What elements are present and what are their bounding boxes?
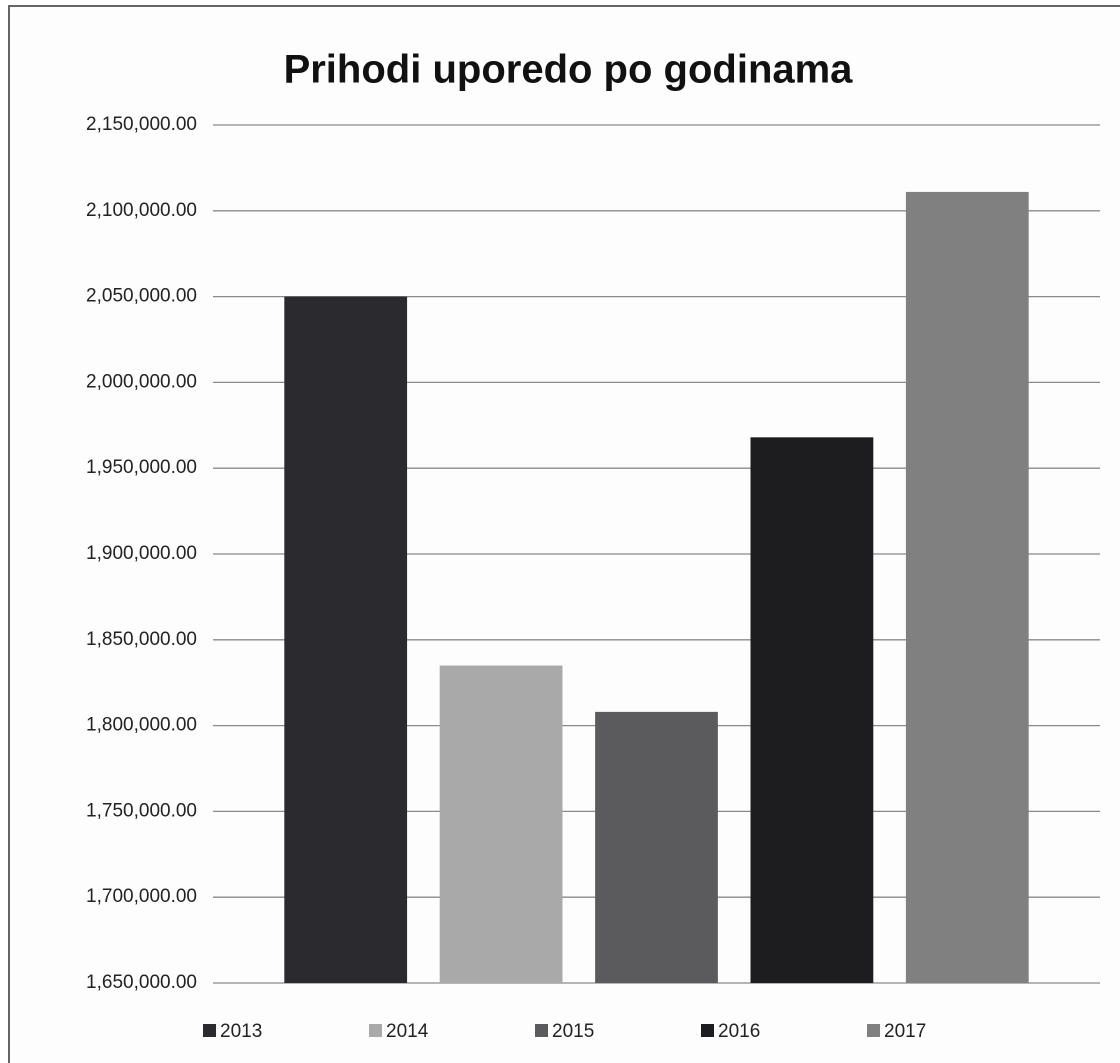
legend-label: 2015 <box>552 1021 594 1042</box>
y-tick-label: 1,850,000.00 <box>86 629 197 650</box>
bar <box>750 437 874 983</box>
legend-swatch <box>369 1024 382 1037</box>
y-tick-label: 1,950,000.00 <box>86 457 197 478</box>
bar <box>595 711 718 983</box>
legend-swatch <box>701 1024 714 1037</box>
y-tick-label: 1,750,000.00 <box>86 800 197 821</box>
y-tick-label: 1,800,000.00 <box>86 715 197 736</box>
chart-title: Prihodi uporedo po godinama <box>284 48 854 92</box>
bar <box>439 665 563 983</box>
legend-label: 2016 <box>718 1021 760 1042</box>
y-tick-label: 2,000,000.00 <box>86 371 197 392</box>
bar <box>905 191 1029 983</box>
bar <box>284 296 408 984</box>
legend-swatch <box>203 1024 216 1037</box>
y-tick-label: 1,650,000.00 <box>86 972 197 993</box>
y-tick-label: 1,900,000.00 <box>86 543 197 564</box>
legend-swatch <box>867 1024 880 1037</box>
legend-label: 2014 <box>386 1021 429 1042</box>
legend-label: 2013 <box>220 1021 262 1042</box>
y-tick-label: 2,100,000.00 <box>86 200 197 221</box>
y-tick-label: 2,050,000.00 <box>86 286 197 307</box>
y-tick-label: 1,700,000.00 <box>86 886 197 907</box>
legend-swatch <box>535 1024 548 1037</box>
legend-label: 2017 <box>884 1021 926 1042</box>
y-tick-label: 2,150,000.00 <box>86 114 197 135</box>
